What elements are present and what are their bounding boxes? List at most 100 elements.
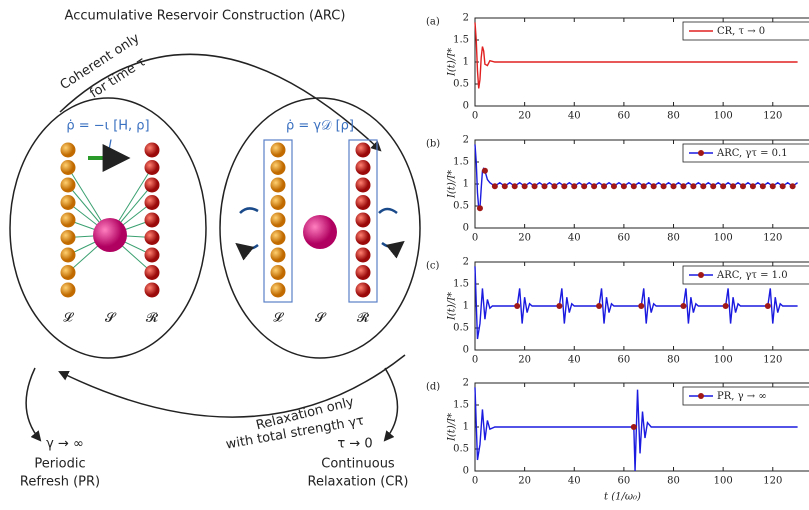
site [355, 265, 371, 280]
site [60, 265, 76, 280]
site [144, 177, 160, 193]
x-tick-label: 20 [518, 355, 531, 366]
label: 𝓡 [146, 311, 159, 326]
data-marker [764, 303, 771, 309]
site [270, 212, 286, 228]
site [355, 195, 371, 210]
data-marker [511, 183, 518, 190]
data-marker [591, 183, 598, 190]
x-axis-label: t (1/ω₀) [604, 492, 641, 503]
x-tick-label: 120 [763, 111, 782, 122]
equation: ρ̇ = −ι [H, ρ] [66, 119, 149, 134]
box [263, 139, 293, 303]
y-tick-label: 1 [463, 57, 469, 68]
panel-label: (b) [426, 139, 440, 150]
site [355, 160, 371, 175]
x-tick-label: 120 [763, 233, 782, 244]
system [303, 215, 337, 249]
label: 𝓛 [63, 311, 74, 326]
data-marker [501, 183, 508, 190]
site [144, 265, 160, 280]
y-tick-label: 1 [463, 179, 469, 190]
data-marker [630, 183, 637, 190]
site [144, 160, 160, 175]
legend-box [682, 386, 809, 406]
site [60, 212, 76, 228]
current-label: I [108, 139, 112, 154]
data-marker [571, 183, 578, 190]
data-marker [690, 183, 697, 190]
label: 𝓛 [273, 311, 284, 326]
legend-box [682, 143, 809, 163]
y-tick-label: 0 [463, 101, 469, 112]
label: 𝓡 [357, 311, 370, 326]
data-marker [551, 183, 558, 190]
data-marker [700, 183, 707, 190]
site [355, 212, 371, 228]
panel-label: (d) [426, 382, 440, 393]
x-tick-label: 80 [667, 355, 680, 366]
legend-marker [698, 150, 704, 156]
panel-label: (c) [426, 261, 440, 272]
legend-box [682, 265, 809, 285]
data-marker [531, 183, 538, 190]
limit-name: Continuous [321, 457, 395, 472]
y-axis-label: I(t)/I* [447, 170, 458, 199]
data-marker [596, 303, 603, 309]
x-tick-label: 80 [667, 233, 680, 244]
data-marker [769, 183, 776, 190]
system [93, 218, 127, 252]
legend-marker [698, 272, 704, 278]
data-marker [620, 183, 627, 190]
data-line [474, 22, 798, 89]
data-marker [789, 183, 796, 190]
data-marker [638, 303, 645, 309]
data-marker [514, 303, 521, 309]
site [270, 142, 286, 158]
data-marker [640, 183, 647, 190]
data-marker [660, 183, 667, 190]
diagram: Accumulative Reservoir Construction (ARC… [9, 9, 421, 490]
data-marker [521, 183, 528, 190]
x-tick-label: 40 [568, 355, 581, 366]
site [144, 142, 160, 158]
site [144, 230, 160, 245]
x-tick-label: 60 [618, 111, 631, 122]
x-tick-label: 80 [667, 111, 680, 122]
diagram-title: Accumulative Reservoir Construction (ARC… [65, 9, 346, 24]
x-tick-label: 0 [472, 233, 478, 244]
site [60, 230, 76, 245]
data-marker [476, 205, 483, 212]
x-tick-label: 20 [518, 233, 531, 244]
label: 𝓢 [315, 311, 327, 326]
site [355, 177, 371, 193]
data-marker [720, 183, 727, 190]
legend-label: CR, τ → 0 [717, 26, 765, 37]
data-marker [710, 183, 717, 190]
ellipse [219, 97, 421, 359]
legend-label: PR, γ → ∞ [717, 391, 767, 402]
limit-name: Relaxation (CR) [308, 475, 409, 490]
x-tick-label: 40 [568, 233, 581, 244]
site [144, 282, 160, 298]
site [270, 230, 286, 245]
data-marker [601, 183, 608, 190]
site [270, 160, 286, 175]
site [60, 177, 76, 193]
y-tick-label: 0.5 [453, 444, 469, 455]
legend-box [682, 21, 809, 41]
data-marker [740, 183, 746, 190]
x-tick-label: 0 [472, 111, 478, 122]
site [270, 282, 286, 298]
site [355, 142, 371, 158]
limit-name: Periodic [34, 457, 85, 472]
equation: ρ̇ = γ𝒟 [ρ] [286, 119, 354, 134]
swap-arrow [238, 207, 259, 249]
data-marker [749, 183, 756, 190]
data-marker [730, 183, 737, 190]
x-tick-label: 0 [472, 476, 478, 487]
y-tick-label: 1.5 [453, 35, 469, 46]
